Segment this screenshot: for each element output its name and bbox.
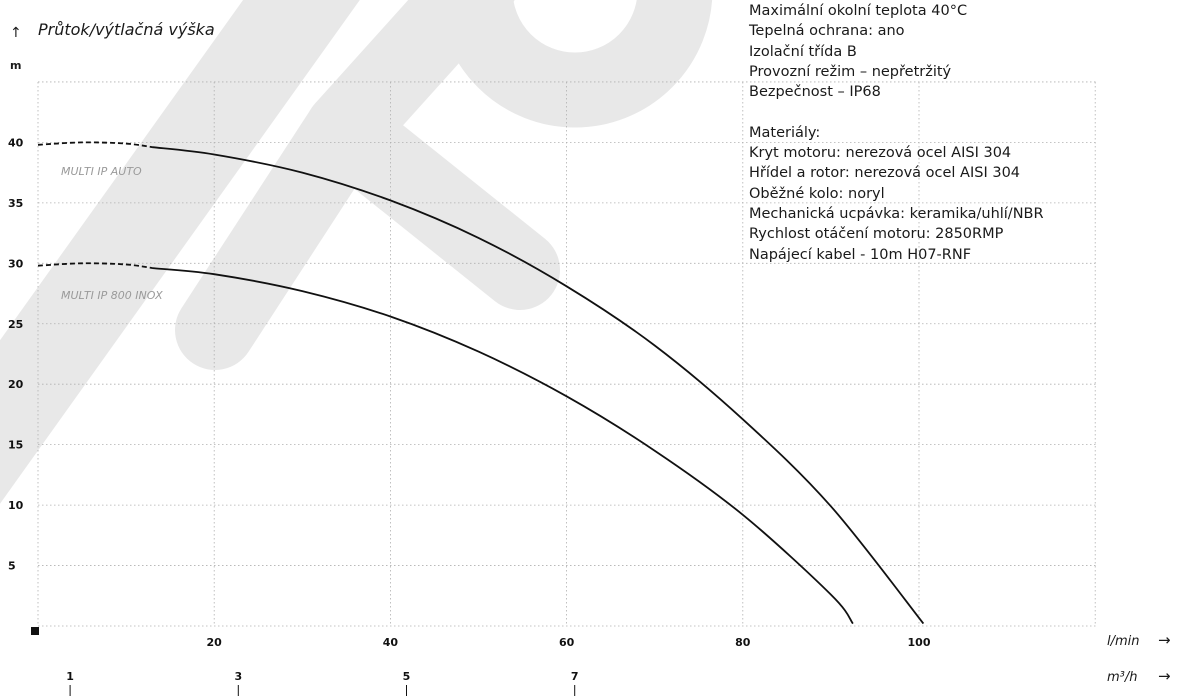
y-tick-label: 10 xyxy=(8,499,24,512)
spec-line: Maximální okolní teplota 40°C xyxy=(749,3,968,19)
x-tick-label: 20 xyxy=(207,636,223,649)
y-tick-label: 35 xyxy=(8,197,23,210)
material-line: Mechanická ucpávka: keramika/uhlí/NBR xyxy=(749,205,1044,222)
y-tick-label: 40 xyxy=(8,136,24,149)
y-tick-label: 25 xyxy=(8,318,23,331)
x2-axis-unit: m³/h xyxy=(1107,670,1138,685)
watermark xyxy=(0,0,713,504)
series-label-multi-ip-800-inox: MULTI IP 800 INOX xyxy=(61,289,163,302)
y-axis-arrow-icon: ↑ xyxy=(10,25,22,41)
x-tick-label: 60 xyxy=(559,636,575,649)
curves xyxy=(37,141,925,625)
material-line: Napájecí kabel - 10m H07-RNF xyxy=(749,246,972,263)
y-axis-unit: m xyxy=(10,59,22,72)
curve-multi-ip-800-inox xyxy=(152,267,854,625)
spec-line: Bezpečnost – IP68 xyxy=(749,84,881,101)
x-tick-label: 100 xyxy=(908,636,931,649)
material-line: Rychlost otáčení motoru: 2850RMP xyxy=(749,226,1004,243)
spec-line: Provozní režim – nepřetržitý xyxy=(749,63,952,80)
series-label-multi-ip-auto: MULTI IP AUTO xyxy=(61,165,142,178)
material-line: Oběžné kolo: noryl xyxy=(749,185,885,202)
y-tick-label: 20 xyxy=(8,378,24,391)
x-axis-arrow-icon: → xyxy=(1158,631,1171,649)
x2-tick-labels: 1 3 5 7 xyxy=(66,670,579,696)
x-tick-label: 40 xyxy=(383,636,399,649)
materials-heading: Materiály: xyxy=(749,124,821,141)
watermark-stroke xyxy=(0,0,360,504)
x2-tick-label: 3 xyxy=(234,670,242,683)
y-tick-label: 5 xyxy=(8,560,16,573)
y-tick-labels: 5 10 15 20 25 30 35 40 xyxy=(8,136,24,572)
specifications-panel: Maximální okolní teplota 40°C Tepelná oc… xyxy=(749,1,1179,265)
spec-line: Tepelná ochrana: ano xyxy=(749,23,905,40)
y-tick-label: 15 xyxy=(8,439,23,452)
origin-marker xyxy=(31,627,39,635)
curve-dashed-multi-ip-800-inox xyxy=(37,262,153,269)
x2-tick-label: 1 xyxy=(66,670,74,683)
spec-line: Izolační třída B xyxy=(749,43,857,60)
material-line: Kryt motoru: nerezová ocel AISI 304 xyxy=(749,145,1012,162)
y-tick-label: 30 xyxy=(8,257,24,270)
x2-axis-arrow-icon: → xyxy=(1158,667,1171,685)
x-axis-unit: l/min xyxy=(1107,634,1140,649)
material-line: Hřídel a rotor: nerezová ocel AISI 304 xyxy=(749,165,1021,182)
x-tick-label: 80 xyxy=(735,636,751,649)
x2-tick-label: 7 xyxy=(571,670,579,683)
x-tick-labels: 20 40 60 80 100 xyxy=(207,636,931,649)
x2-tick-label: 5 xyxy=(403,670,411,683)
curve-multi-ip-auto xyxy=(152,146,925,625)
grid xyxy=(37,81,1098,627)
y-axis-label: Průtok/výtlačná výška xyxy=(38,20,215,39)
curve-dashed-multi-ip-auto xyxy=(37,141,153,149)
watermark-stroke xyxy=(437,0,713,128)
